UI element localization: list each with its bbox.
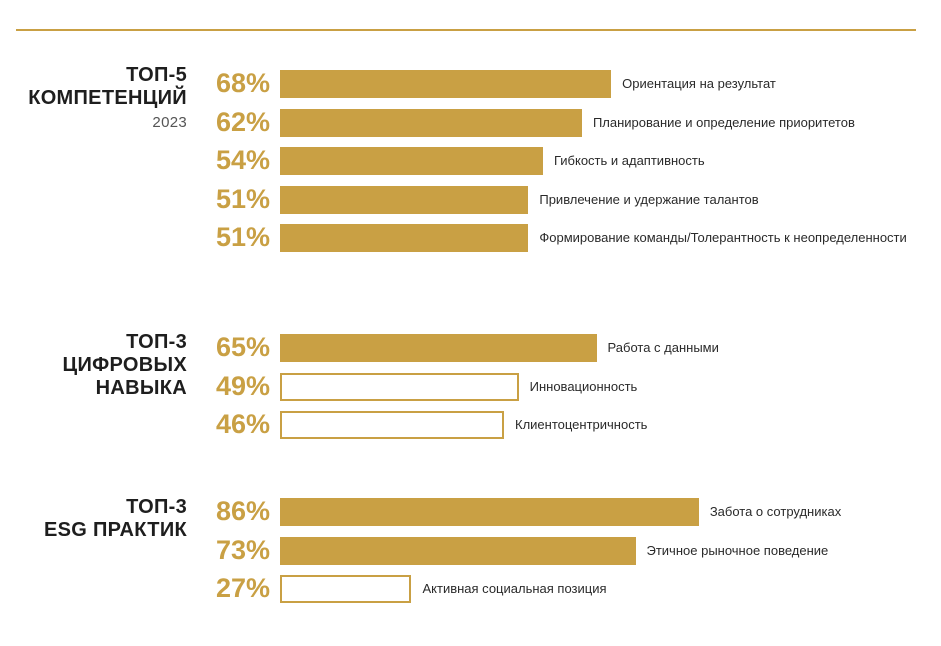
value-label: 62% [215, 106, 270, 137]
bar [280, 70, 612, 98]
group-title: ТОП-3 ESG ПРАКТИК [44, 496, 187, 542]
group-title-line: ЦИФРОВЫХ [62, 354, 187, 376]
bar-category-label: Клиентоцентричность [515, 417, 648, 432]
bar-category-label: Этичное рыночное поведение [646, 542, 829, 558]
bar [280, 575, 412, 603]
group-title-line: ESG ПРАКТИК [44, 519, 187, 541]
bar [280, 147, 543, 175]
group-subtitle: 2023 [152, 114, 187, 131]
bar [280, 498, 699, 526]
group-title: ТОП-3 ЦИФРОВЫХ НАВЫКА [63, 331, 187, 400]
bar-category-label: Привлечение и удержание талантов [539, 191, 759, 207]
value-label: 68% [215, 68, 270, 98]
value-label: 86% [215, 496, 270, 526]
bar-category-label: Работа с данными [607, 340, 719, 355]
bar-category-label: Формирование команды/Толерантность к нео… [539, 230, 907, 245]
bar [280, 334, 597, 362]
group-title-line: ТОП-5 [126, 64, 187, 86]
group-title: ТОП-5 КОМПЕТЕНЦИЙ 2023 [28, 64, 187, 133]
top-divider [16, 29, 916, 31]
value-label: 49% [215, 370, 270, 401]
bar [280, 372, 519, 401]
bar [280, 536, 636, 565]
bar [280, 185, 529, 214]
bar-category-label: Ориентация на результат [622, 76, 776, 91]
value-label: 54% [215, 145, 270, 175]
value-label: 51% [215, 222, 270, 252]
value-label: 73% [215, 534, 270, 565]
bar [280, 108, 582, 137]
value-label: 65% [215, 332, 270, 362]
bar [280, 411, 505, 439]
bar [280, 224, 529, 252]
group-title-line: ТОП-3 [126, 331, 187, 353]
bar-category-label: Активная социальная позиция [422, 581, 607, 596]
group-title-line: НАВЫКА [95, 377, 187, 399]
bar-category-label: Гибкость и адаптивность [553, 153, 705, 168]
value-label: 27% [215, 573, 270, 603]
bar-category-label: Забота о сотрудниках [709, 504, 842, 519]
bar-category-label: Инновационность [529, 378, 638, 394]
value-label: 51% [215, 183, 270, 214]
bar-category-label: Планирование и определение приоритетов [592, 114, 855, 130]
group-title-line: ТОП-3 [126, 496, 187, 518]
group-title-line: КОМПЕТЕНЦИЙ [28, 87, 187, 109]
value-label: 46% [215, 409, 270, 439]
